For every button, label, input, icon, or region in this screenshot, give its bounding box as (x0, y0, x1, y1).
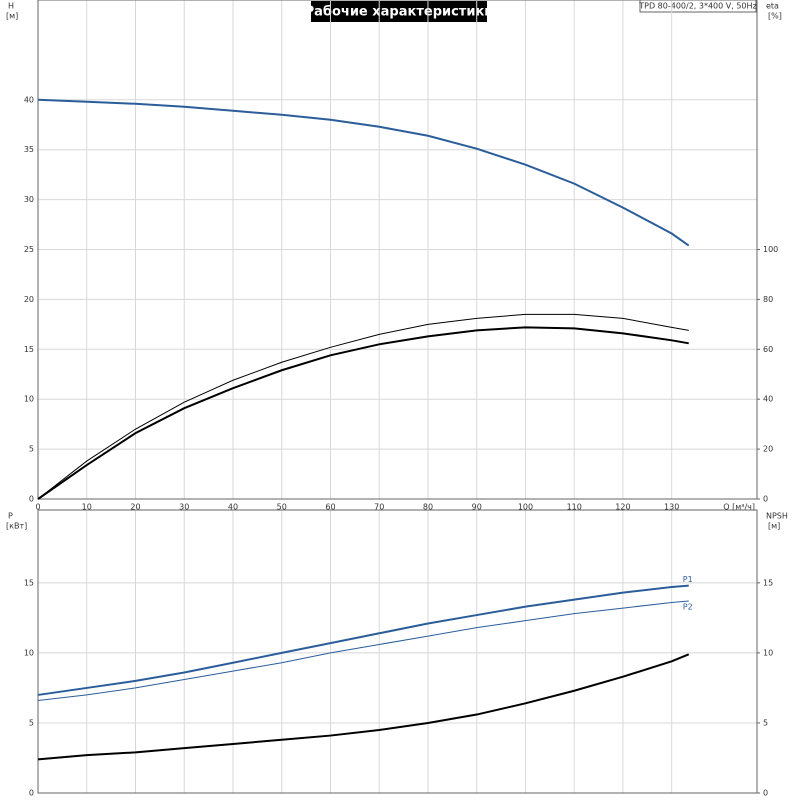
x-tick-label: 50 (277, 503, 287, 512)
y2-tick-label: 100 (763, 245, 778, 254)
x-tick-label: 80 (423, 503, 433, 512)
plot-frame (37, 0, 758, 500)
x-tick-label: 40 (228, 503, 238, 512)
y-tick-label: 0 (29, 495, 34, 504)
x-tick-label: 100 (518, 503, 533, 512)
series-label: P2 (683, 603, 693, 612)
y-tick-label: 25 (24, 245, 34, 254)
y-axis-unit: [кВт] (6, 522, 27, 531)
series-line (37, 584, 689, 696)
series-line (37, 326, 689, 500)
y2-tick-label: 15 (763, 578, 773, 587)
y2-tick-label: 10 (763, 648, 773, 657)
y2-tick-label: 5 (763, 718, 768, 727)
y-tick-label: 5 (29, 445, 34, 454)
x-tick-label: 10 (82, 503, 92, 512)
y2-tick-label: 40 (763, 395, 773, 404)
y2-axis-unit: [%] (768, 12, 782, 21)
y2-tick-label: 20 (763, 445, 773, 454)
series-line (37, 600, 689, 702)
y2-tick-label: 80 (763, 295, 773, 304)
series-line (37, 313, 689, 500)
y-tick-label: 35 (24, 145, 34, 154)
y-tick-label: 40 (24, 95, 34, 104)
x-tick-label: 30 (179, 503, 189, 512)
plot-frame (37, 509, 758, 794)
x-tick-label: 0 (35, 503, 40, 512)
y-tick-label: 0 (29, 789, 34, 798)
y2-axis-unit: [м] (768, 522, 780, 531)
y-tick-label: 10 (24, 395, 34, 404)
y-axis-label: H (8, 2, 14, 11)
x-tick-label: 120 (615, 503, 630, 512)
x-axis-label: Q [м³/ч] (723, 503, 755, 512)
y-tick-label: 20 (24, 295, 34, 304)
y-tick-label: 5 (29, 718, 34, 727)
series-line (37, 98, 690, 247)
y-tick-label: 15 (24, 345, 34, 354)
title-background (311, 1, 487, 22)
chart-title: Рабочие характеристики (305, 5, 494, 20)
subtitle: TPD 80-400/2, 3*400 V, 50Hz (638, 2, 756, 11)
x-tick-label: 110 (567, 503, 582, 512)
series-line (37, 653, 690, 761)
y-axis-unit: [м] (6, 12, 18, 21)
x-tick-label: 20 (130, 503, 140, 512)
y-tick-label: 15 (24, 578, 34, 587)
series-label: P1 (683, 575, 693, 584)
x-tick-label: 130 (664, 503, 679, 512)
y-axis-label: P (8, 512, 13, 521)
x-tick-label: 90 (472, 503, 482, 512)
y-tick-label: 10 (24, 648, 34, 657)
y2-tick-label: 0 (763, 789, 768, 798)
y-tick-label: 30 (24, 195, 34, 204)
y2-tick-label: 0 (763, 495, 768, 504)
y2-axis-label: NPSH (766, 512, 788, 521)
y2-tick-label: 60 (763, 345, 773, 354)
x-tick-label: 70 (374, 503, 384, 512)
subtitle-box (639, 0, 757, 13)
y2-axis-label: eta (766, 2, 779, 11)
x-tick-label: 60 (325, 503, 335, 512)
